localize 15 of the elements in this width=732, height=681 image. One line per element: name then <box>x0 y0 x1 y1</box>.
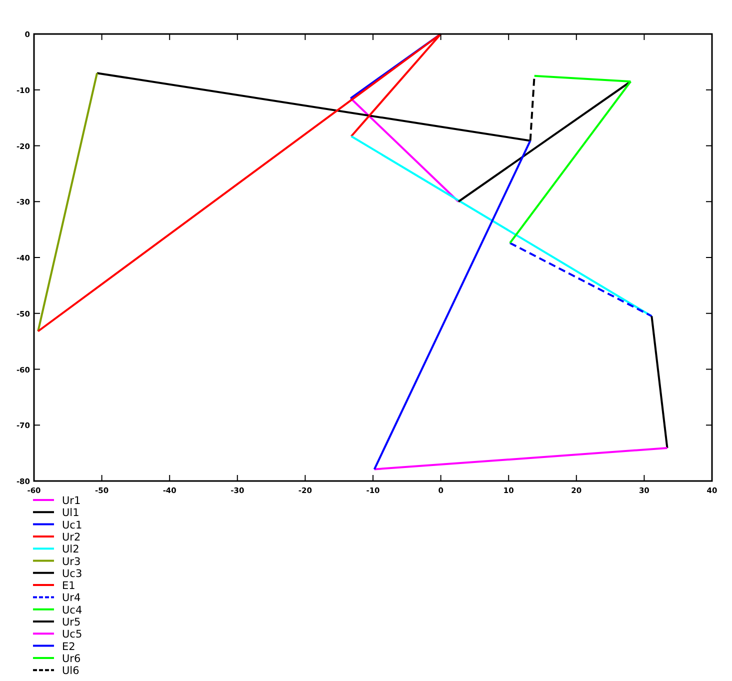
legend-label: Ul6 <box>62 665 80 678</box>
legend-label: E2 <box>62 640 76 653</box>
legend-label: Ul2 <box>62 544 80 556</box>
legend-label: Ur1 <box>62 495 81 507</box>
legend-label: Ur5 <box>62 616 81 628</box>
legend-label: Uc1 <box>62 519 82 532</box>
legend-label: Uc5 <box>62 628 82 641</box>
legend-label: Uc3 <box>62 568 82 580</box>
legend-label: Ur6 <box>62 652 81 665</box>
legend-label: Ur2 <box>62 531 81 544</box>
legend-label: Uc4 <box>62 604 82 616</box>
legend-label: E1 <box>62 580 76 592</box>
legend-label: Ul1 <box>62 507 80 520</box>
legend-label: Ur3 <box>62 556 81 568</box>
legend-label: Ur4 <box>62 592 81 604</box>
